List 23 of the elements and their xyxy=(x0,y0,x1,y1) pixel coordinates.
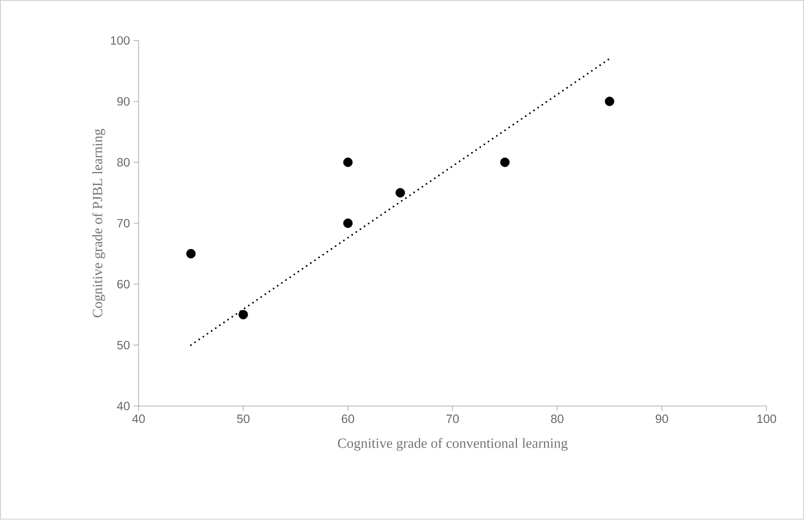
y-tick-label: 60 xyxy=(117,280,130,289)
y-tick-label: 50 xyxy=(117,341,130,350)
point xyxy=(396,188,405,198)
y-tick-label: 80 xyxy=(117,158,130,167)
x-tick-label: 70 xyxy=(446,414,459,424)
x-tick-label: 40 xyxy=(132,414,145,424)
x-tick-label: 60 xyxy=(342,414,354,424)
point xyxy=(186,249,196,259)
point xyxy=(343,158,353,168)
x-tick-label: 50 xyxy=(237,414,250,424)
point xyxy=(500,158,510,168)
point xyxy=(343,218,353,228)
x-tick-label: 100 xyxy=(757,414,776,424)
y-axis-title: Cognitive grade of PJBL learning xyxy=(92,129,106,318)
x-tick-label: 90 xyxy=(656,414,668,424)
x-axis-title: Cognitive grade of conventional learning xyxy=(338,438,568,452)
y-tick-label: 100 xyxy=(110,36,130,45)
x-tick-label: 80 xyxy=(551,414,564,424)
point xyxy=(604,96,614,106)
y-tick-label: 70 xyxy=(117,219,130,228)
y-tick-label: 90 xyxy=(117,97,130,106)
y-tick-label: 40 xyxy=(116,402,130,410)
point xyxy=(238,310,248,320)
